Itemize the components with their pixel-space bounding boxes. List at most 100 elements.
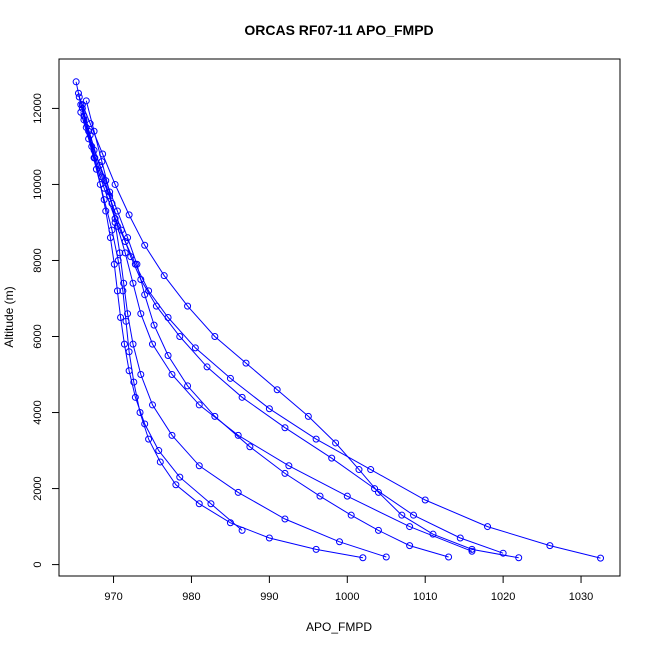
data-point [111,180,119,188]
series-layer [72,78,605,562]
data-point [102,177,110,185]
data-point [117,314,125,321]
y-tick-label: 12000 [32,93,44,124]
data-point [145,435,153,443]
data-point [191,344,199,352]
data-point [125,211,133,219]
series-line [80,112,363,559]
data-point [281,469,289,477]
data-point [234,488,242,496]
data-point [72,78,80,86]
x-tick-label: 990 [260,591,278,603]
series-line [78,96,519,559]
y-axis: 0 2000 4000 6000 8000 10000 12000 [32,93,60,568]
data-point [119,287,127,295]
data-point [410,511,418,519]
data-point [113,222,121,230]
x-tick-label: 1020 [491,591,515,603]
x-tick-label: 1000 [335,591,359,603]
x-axis-label: APO_FMPD [306,620,372,634]
data-point [398,511,406,519]
data-point [137,310,145,318]
data-point [152,302,160,310]
data-point [456,534,464,542]
data-point [597,554,605,562]
data-point [130,378,138,386]
data-point [155,447,163,455]
data-point [468,545,476,553]
data-point [129,279,137,287]
data-point [82,97,90,105]
data-point [226,374,234,382]
data-point [406,542,414,550]
data-point [102,207,110,215]
plot-frame [58,58,621,577]
data-point [80,116,88,124]
chart-title: ORCAS RF07-11 APO_FMPD [244,22,433,38]
data-series [78,101,246,534]
y-tick-label: 4000 [32,400,44,424]
data-point [131,393,139,401]
data-point [355,466,363,474]
series-line [85,100,387,558]
data-point [207,500,215,508]
data-point [168,431,176,439]
data-point [367,466,375,474]
data-point [149,401,156,409]
data-point [211,333,219,341]
data-point [343,492,351,500]
data-point [359,554,367,562]
data-point [265,405,273,413]
data-point [273,386,281,394]
data-point [285,462,293,470]
data-point [281,515,289,523]
data-point [203,363,211,371]
data-point [141,291,149,299]
series-line [81,108,473,552]
data-point [145,287,153,295]
series-line [83,119,449,558]
data-point [110,260,118,268]
data-point [406,523,414,531]
data-point [120,340,128,348]
data-point [106,234,114,242]
data-series [74,89,507,557]
data-point [172,481,180,489]
series-line [75,81,601,559]
data-point [332,439,340,447]
data-point [265,534,273,542]
data-point [111,218,119,226]
data-point [91,154,99,162]
data-point [122,317,130,325]
data-point [113,287,121,295]
data-point [113,207,121,215]
data-point [484,523,492,531]
data-point [121,249,129,257]
data-point [127,253,135,261]
data-point [114,256,122,264]
data-point [281,424,289,432]
data-point [124,234,132,242]
data-point [184,382,192,390]
x-tick-label: 1010 [413,591,437,603]
data-point [195,401,203,409]
data-point [176,473,184,481]
y-tick-label: 2000 [32,476,44,500]
data-point [546,542,554,550]
data-point [429,530,437,538]
data-point [86,120,94,128]
data-point [137,371,145,379]
data-point [106,188,114,196]
data-point [312,545,320,553]
data-point [421,496,429,504]
data-point [150,321,158,329]
data-series [80,116,453,561]
data-point [99,150,107,158]
data-point [85,127,93,135]
y-tick-label: 8000 [32,248,44,272]
data-point [137,275,145,283]
data-point [347,511,355,519]
data-point [382,553,390,561]
data-point [125,367,133,375]
